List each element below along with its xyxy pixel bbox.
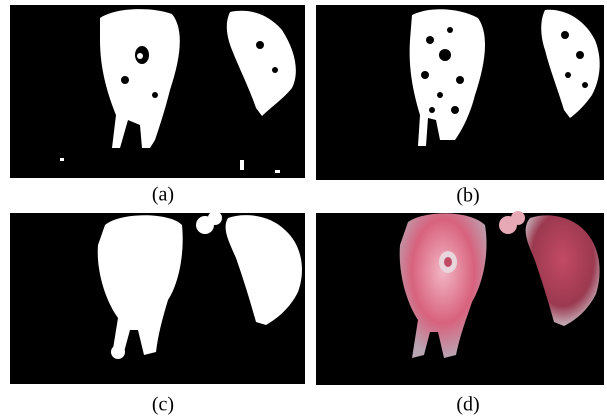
caption: (b) bbox=[456, 185, 479, 207]
caption: (a) bbox=[152, 184, 174, 206]
panel-d bbox=[316, 211, 604, 385]
panel-c bbox=[10, 211, 305, 384]
figure: (a) (b) (c) (d) bbox=[0, 0, 607, 418]
panel-a bbox=[10, 5, 305, 178]
caption: (d) bbox=[456, 394, 479, 416]
page: {"figure": {"panels": [{"caption": "(a)"… bbox=[0, 0, 607, 418]
panel-b bbox=[316, 5, 604, 180]
caption: (c) bbox=[152, 394, 174, 416]
